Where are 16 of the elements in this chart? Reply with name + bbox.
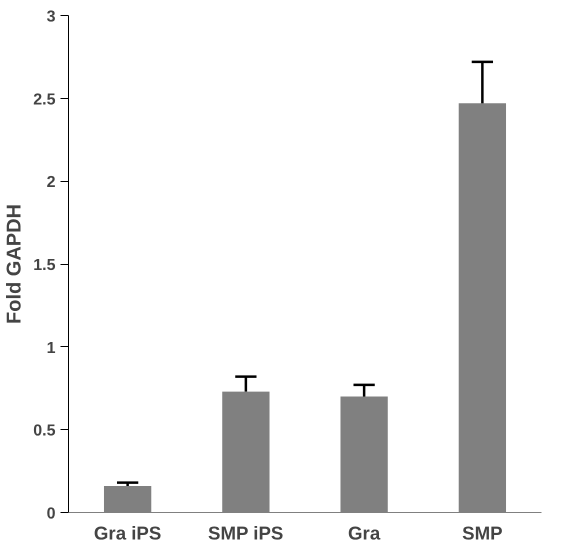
y-axis-title: Fold GAPDH	[3, 204, 26, 324]
bar	[458, 103, 506, 512]
bar	[340, 396, 388, 512]
y-tick-label: 1.5	[33, 257, 56, 274]
y-tick-label: 2	[46, 174, 56, 192]
y-tick-label: 3	[46, 8, 56, 26]
y-tick-label: 0	[46, 506, 56, 522]
y-tick-label: 1	[46, 340, 56, 357]
x-tick-label: SMP	[462, 522, 503, 544]
bar	[104, 486, 152, 512]
x-tick-label: Gra iPS	[94, 522, 162, 544]
y-tick-label: 0.5	[33, 422, 56, 440]
x-tick-label: SMP iPS	[208, 522, 284, 544]
x-tick-label: Gra	[348, 522, 381, 544]
y-tick-label: 2.5	[33, 91, 56, 108]
bar	[222, 392, 270, 512]
